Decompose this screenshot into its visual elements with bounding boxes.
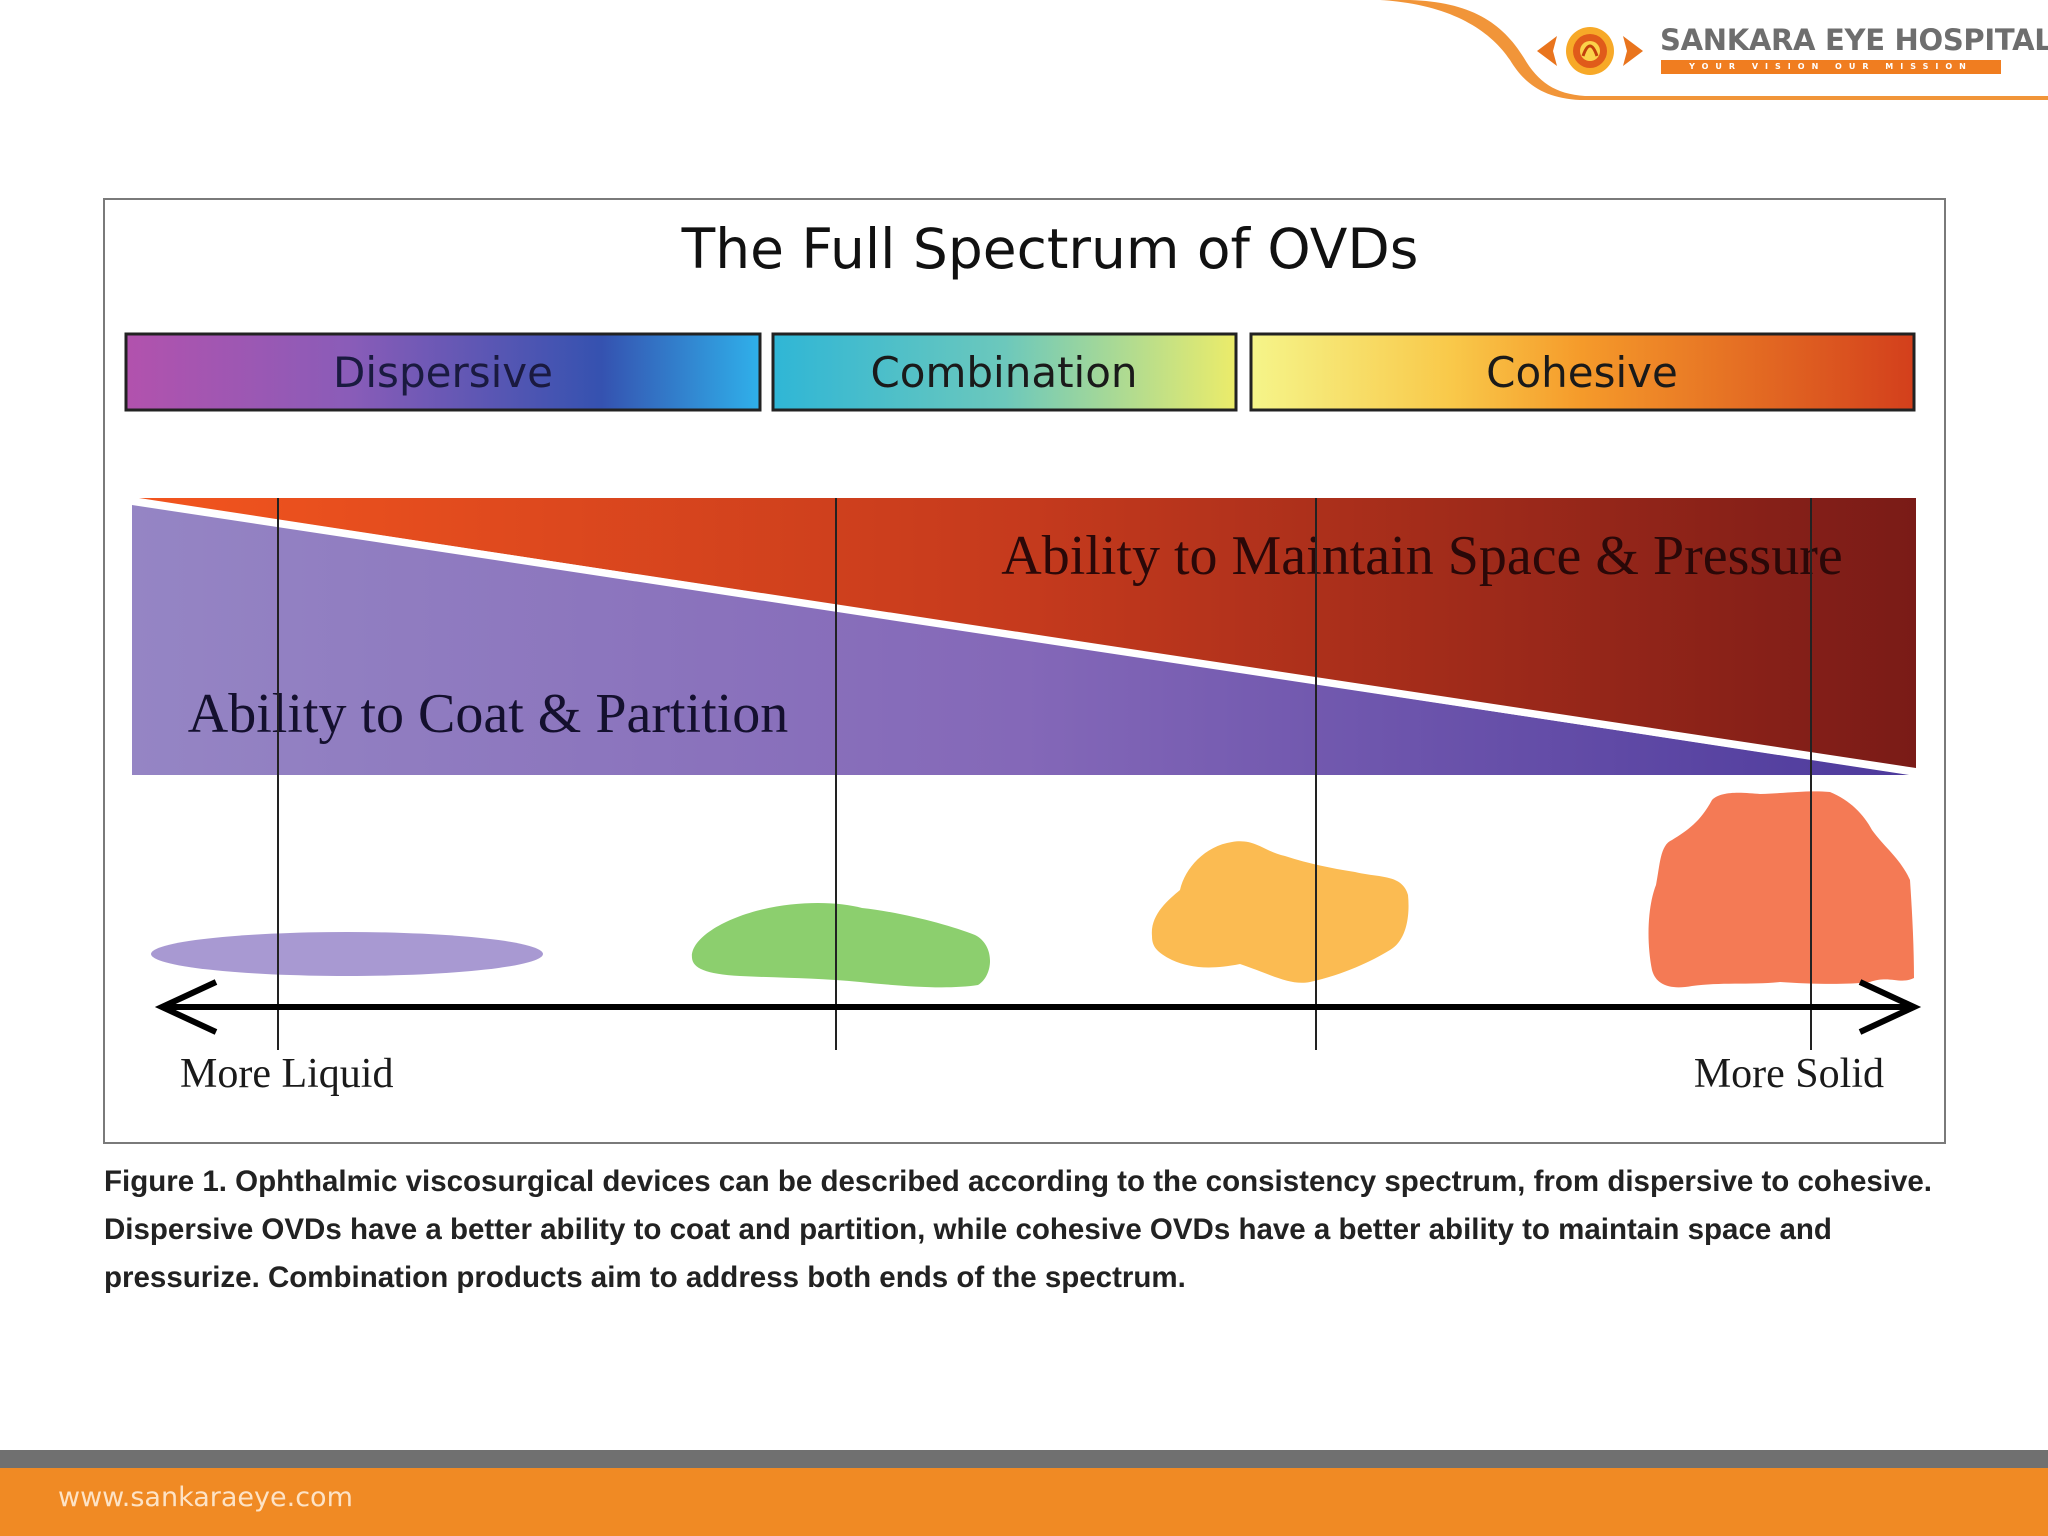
category-bar-combination: Combination: [771, 332, 1238, 412]
more-solid-label: More Solid: [1694, 1051, 1884, 1097]
maintain-space-label: Ability to Maintain Space & Pressure: [1001, 525, 1842, 587]
diagram-title: The Full Spectrum of OVDs: [681, 217, 1419, 281]
cohesive-blob: [1151, 841, 1409, 983]
category-bar-cohesive: Cohesive: [1249, 332, 1916, 412]
category-label-dispersive: Dispersive: [333, 348, 553, 397]
coat-partition-label: Ability to Coat & Partition: [188, 683, 788, 745]
region-divider: [131, 497, 1917, 776]
maintain-space-region: [135, 498, 1916, 768]
category-bar-dispersive: Dispersive: [124, 332, 762, 412]
footer-bar: [0, 1468, 2048, 1536]
combination-blob: [691, 903, 991, 988]
hospital-tagline: YOUR VISION OUR MISSION: [1661, 60, 2001, 74]
hospital-name: SANKARA EYE HOSPITAL: [1660, 23, 2048, 57]
footer-divider: [0, 1450, 2048, 1468]
header-swoosh: [1380, 0, 2048, 100]
consistency-axis-arrow: [154, 979, 1922, 1035]
category-label-cohesive: Cohesive: [1486, 348, 1678, 397]
category-label-combination: Combination: [870, 348, 1137, 397]
more-liquid-label: More Liquid: [180, 1051, 393, 1097]
figure-caption: Figure 1. Ophthalmic viscosurgical devic…: [104, 1165, 1932, 1294]
solid-blob: [1648, 791, 1914, 988]
website-link[interactable]: www.sankaraeye.com: [58, 1482, 353, 1513]
liquid-blob: [151, 932, 543, 976]
eye-logo-icon: [1537, 27, 1643, 75]
coat-partition-region: [132, 505, 1912, 775]
